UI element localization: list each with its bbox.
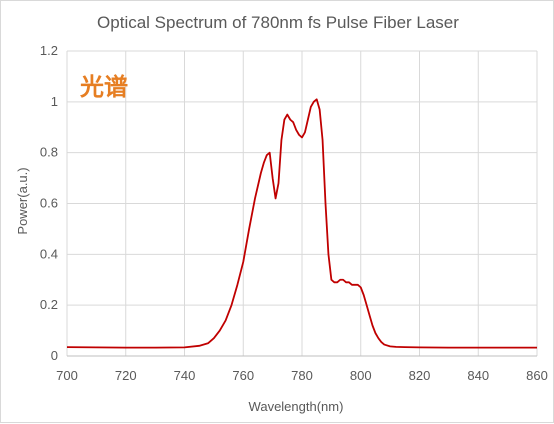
y-tick-label: 0 [51,348,58,363]
series [66,98,537,349]
x-tick-label: 740 [174,368,196,383]
y-tick-label: 1 [51,94,58,109]
y-tick-label: 0.6 [40,196,58,211]
y-tick-label: 0.4 [40,246,58,261]
annotation-label: 光谱 [79,73,128,101]
x-axis-label: Wavelength(nm) [249,399,344,414]
x-tick-label: 700 [56,368,78,383]
x-tick-label: 720 [115,368,137,383]
tick-labels: 700 720 740 760 780 800 820 840 860 0 0.2 0.4 0.6 0.8… [40,43,548,383]
x-tick-label: 780 [291,368,313,383]
x-tick-label: 820 [409,368,431,383]
grid [66,50,538,356]
y-tick-label: 0.2 [40,297,58,312]
spectrum-line [66,98,537,349]
x-tick-label: 800 [350,368,372,383]
y-tick-label: 0.8 [40,145,58,160]
x-tick-label: 760 [232,368,254,383]
x-tick-label: 860 [526,368,548,383]
chart-title: Optical Spectrum of 780nm fs Pulse Fiber… [97,13,459,32]
y-tick-label: 1.2 [40,43,58,58]
y-axis-label: Power(a.u.) [15,167,30,234]
x-tick-label: 840 [467,368,489,383]
